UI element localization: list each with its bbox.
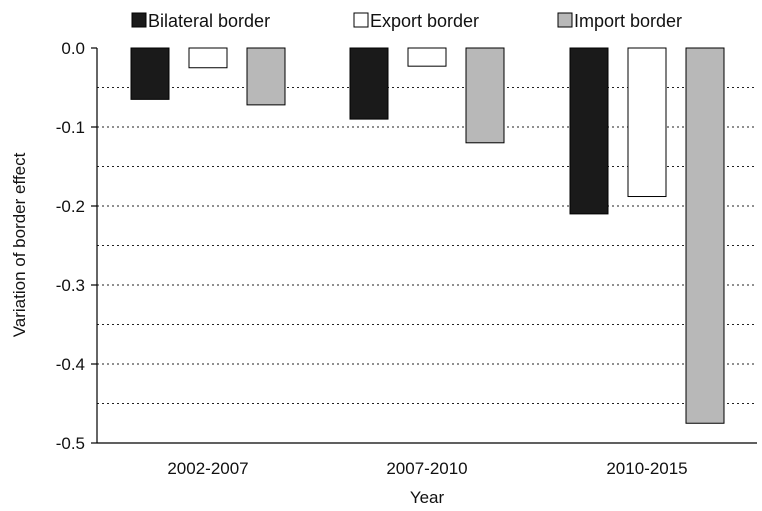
x-tick-label: 2010-2015 [606,459,687,478]
y-tick-label: -0.5 [56,434,85,453]
x-tick-label: 2007-2010 [386,459,467,478]
y-tick-label: -0.3 [56,276,85,295]
bar [188,47,228,69]
bar [246,47,286,106]
bar [627,47,667,198]
bar [685,47,725,424]
bar [569,47,609,215]
y-tick-label: -0.2 [56,197,85,216]
legend-swatch [557,12,573,28]
grid-lines [97,87,757,404]
x-axis-title: Year [410,488,445,507]
x-tick-label: 2002-2007 [167,459,248,478]
axes [96,48,757,444]
x-ticks: 2002-2007 2007-2010 2010-2015 [167,459,687,478]
y-ticks: 0.0 -0.1 -0.2 -0.3 -0.4 -0.5 [56,39,97,453]
legend-label: Import border [574,11,682,31]
legend-swatch [353,12,369,28]
bar [465,47,505,144]
legend-label: Export border [370,11,479,31]
bar [349,47,389,120]
bar [130,47,170,100]
y-tick-label: -0.1 [56,118,85,137]
legend-swatch [131,12,147,28]
y-tick-label: 0.0 [61,39,85,58]
y-tick-label: -0.4 [56,355,85,374]
legend-label: Bilateral border [148,11,270,31]
y-axis-title: Variation of border effect [10,152,29,337]
bars [130,47,725,424]
legend: Bilateral border Export border Import bord… [131,11,682,31]
bar [407,47,447,67]
